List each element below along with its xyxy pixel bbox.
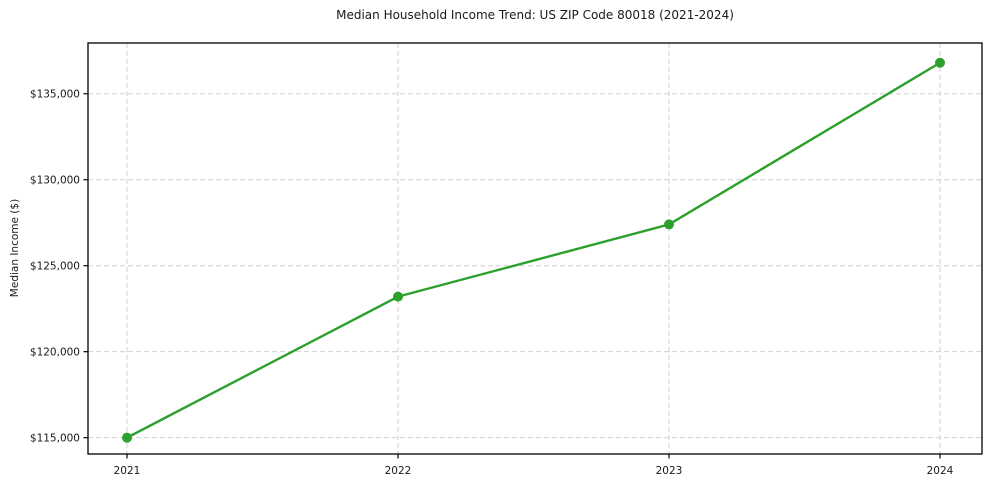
x-tick-label: 2023 — [656, 465, 683, 477]
plot-border — [87, 42, 983, 455]
data-point-marker — [393, 291, 403, 302]
x-tick-label: 2021 — [114, 465, 141, 477]
chart-title: Median Household Income Trend: US ZIP Co… — [336, 8, 734, 22]
data-point-marker — [664, 219, 674, 230]
trend-line — [125, 61, 942, 439]
x-tick-label: 2024 — [927, 465, 954, 477]
y-tick-label: $135,000 — [30, 88, 80, 100]
y-tick-label: $115,000 — [30, 432, 80, 444]
y-tick-label: $130,000 — [30, 174, 80, 186]
x-tick-label: 2022 — [385, 465, 412, 477]
y-tick-label: $120,000 — [30, 346, 80, 358]
y-tick-label: $125,000 — [30, 260, 80, 272]
data-point-marker — [935, 57, 945, 68]
data-point-marker — [122, 432, 132, 443]
y-axis-label: Median Income ($) — [9, 198, 21, 298]
